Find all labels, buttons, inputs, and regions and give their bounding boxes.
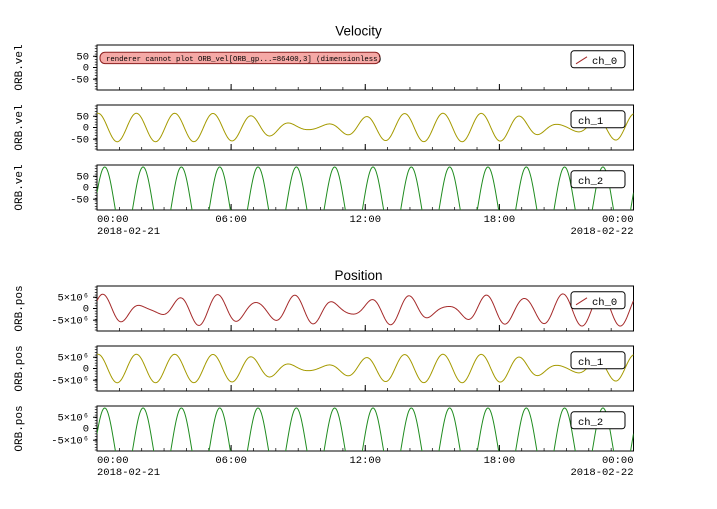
svg-text:06:00: 06:00 (215, 455, 247, 467)
svg-text:2018-02-21: 2018-02-21 (97, 226, 160, 238)
svg-text:50: 50 (76, 51, 89, 63)
svg-text:-5×10⁶: -5×10⁶ (51, 435, 89, 447)
svg-text:0: 0 (83, 63, 89, 75)
svg-text:00:00: 00:00 (97, 455, 129, 467)
svg-text:ch_2: ch_2 (578, 176, 603, 188)
svg-text:renderer cannot plot ORB_vel[O: renderer cannot plot ORB_vel[ORB_gp...=8… (106, 56, 382, 64)
svg-text:12:00: 12:00 (349, 214, 381, 226)
svg-text:50: 50 (76, 171, 89, 183)
svg-text:0: 0 (83, 304, 89, 316)
svg-text:5×10⁶: 5×10⁶ (57, 292, 89, 304)
svg-text:0: 0 (83, 183, 89, 195)
svg-text:5×10⁶: 5×10⁶ (57, 412, 89, 424)
svg-text:00:00: 00:00 (97, 214, 129, 226)
svg-text:2018-02-22: 2018-02-22 (570, 226, 633, 238)
svg-text:-50: -50 (70, 194, 89, 206)
svg-text:ORB.vel: ORB.vel (14, 164, 26, 210)
svg-text:-5×10⁶: -5×10⁶ (51, 315, 89, 327)
svg-text:-5×10⁶: -5×10⁶ (51, 375, 89, 387)
svg-text:ORB.pos: ORB.pos (14, 345, 26, 391)
svg-text:ch_0: ch_0 (592, 56, 617, 68)
svg-text:ch_0: ch_0 (592, 297, 617, 309)
svg-text:12:00: 12:00 (349, 455, 381, 467)
svg-text:2018-02-22: 2018-02-22 (570, 467, 633, 479)
svg-text:ORB.pos: ORB.pos (14, 405, 26, 451)
svg-text:-50: -50 (70, 74, 89, 86)
svg-text:18:00: 18:00 (484, 214, 516, 226)
svg-text:ch_2: ch_2 (578, 417, 603, 429)
svg-text:ch_1: ch_1 (578, 116, 603, 128)
svg-text:0: 0 (83, 424, 89, 436)
svg-text:Velocity: Velocity (335, 24, 382, 39)
svg-text:18:00: 18:00 (484, 455, 516, 467)
svg-text:00:00: 00:00 (602, 455, 634, 467)
svg-text:50: 50 (76, 111, 89, 123)
svg-text:Position: Position (334, 268, 382, 283)
svg-text:0: 0 (83, 364, 89, 376)
svg-text:00:00: 00:00 (602, 214, 634, 226)
svg-text:ch_1: ch_1 (578, 357, 603, 369)
svg-text:2018-02-21: 2018-02-21 (97, 467, 160, 479)
svg-text:ORB.pos: ORB.pos (14, 285, 26, 331)
svg-text:ORB.vel: ORB.vel (14, 44, 26, 90)
svg-text:0: 0 (83, 123, 89, 135)
svg-text:ORB.vel: ORB.vel (14, 104, 26, 150)
svg-text:-50: -50 (70, 134, 89, 146)
svg-text:06:00: 06:00 (215, 214, 247, 226)
svg-text:5×10⁶: 5×10⁶ (57, 352, 89, 364)
